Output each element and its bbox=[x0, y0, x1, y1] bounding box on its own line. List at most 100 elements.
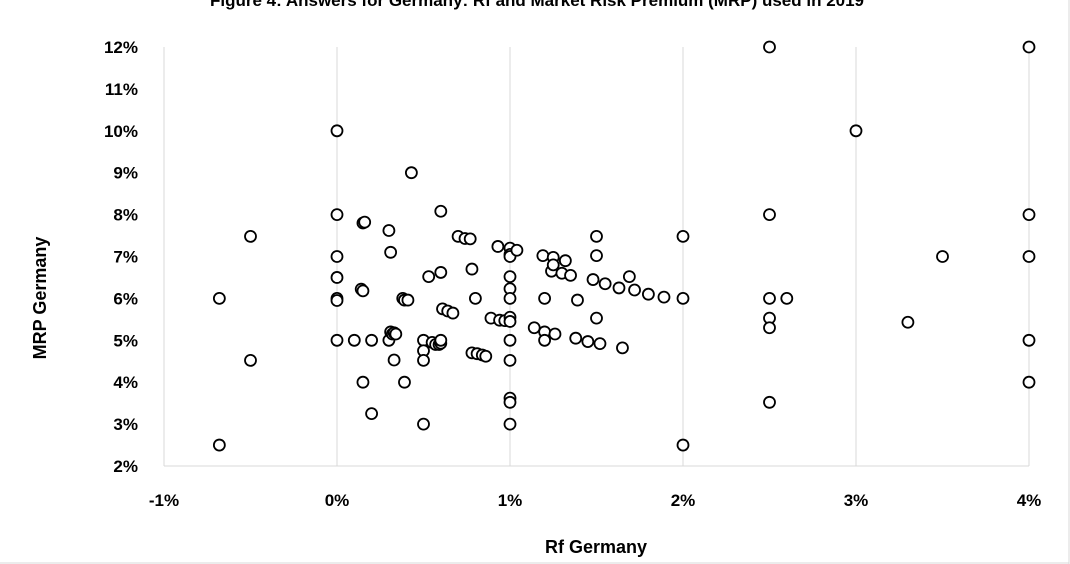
data-point bbox=[536, 249, 550, 263]
data-point bbox=[503, 354, 517, 367]
data-point bbox=[590, 311, 603, 325]
data-point bbox=[417, 417, 430, 431]
data-point bbox=[1022, 375, 1036, 389]
data-point bbox=[330, 294, 344, 307]
data-point bbox=[616, 341, 629, 355]
data-point bbox=[422, 270, 436, 284]
data-point bbox=[849, 124, 863, 138]
data-point bbox=[564, 268, 577, 282]
data-point bbox=[417, 354, 430, 367]
data-point bbox=[503, 291, 517, 305]
data-point bbox=[548, 327, 562, 341]
data-point bbox=[763, 321, 776, 335]
data-point bbox=[330, 271, 344, 284]
data-point bbox=[763, 291, 776, 305]
data-point bbox=[503, 315, 517, 328]
data-point bbox=[356, 284, 370, 298]
data-point bbox=[581, 335, 595, 348]
data-point bbox=[546, 258, 560, 272]
data-point bbox=[590, 229, 603, 243]
y-tick-label: 5% bbox=[113, 331, 138, 350]
x-tick-label: 1% bbox=[498, 491, 523, 510]
data-point bbox=[1022, 40, 1036, 54]
data-point bbox=[676, 291, 690, 305]
y-tick-label: 8% bbox=[113, 206, 138, 225]
data-point bbox=[212, 438, 226, 452]
data-point bbox=[244, 229, 257, 243]
data-point bbox=[510, 243, 524, 257]
data-point bbox=[780, 291, 794, 305]
y-tick-label: 12% bbox=[104, 38, 138, 57]
data-point bbox=[244, 354, 257, 367]
x-tick-label: -1% bbox=[149, 491, 179, 510]
data-point bbox=[434, 204, 448, 218]
data-point bbox=[612, 281, 626, 295]
data-point bbox=[479, 349, 493, 363]
x-tick-label: 0% bbox=[325, 491, 350, 510]
data-point bbox=[468, 291, 482, 305]
data-point bbox=[384, 245, 398, 259]
data-point bbox=[642, 287, 655, 301]
data-point bbox=[503, 395, 517, 409]
data-point bbox=[330, 208, 344, 222]
data-point bbox=[569, 331, 583, 345]
data-point bbox=[434, 266, 448, 279]
data-point bbox=[446, 306, 460, 320]
data-point bbox=[212, 291, 226, 305]
data-point bbox=[365, 333, 379, 347]
data-point bbox=[330, 124, 344, 138]
data-point bbox=[763, 40, 776, 54]
data-point bbox=[401, 293, 415, 307]
data-point bbox=[389, 327, 403, 341]
data-point bbox=[356, 375, 370, 389]
data-point bbox=[901, 315, 915, 329]
data-points bbox=[212, 40, 1036, 452]
data-point bbox=[538, 333, 551, 347]
data-point bbox=[503, 417, 517, 431]
data-point bbox=[330, 250, 344, 263]
data-point bbox=[434, 333, 448, 347]
y-tick-label: 3% bbox=[113, 415, 138, 434]
data-point bbox=[657, 290, 671, 304]
data-point bbox=[404, 166, 418, 180]
y-tick-labels: 2% 3% 4% 5% 6% 7% 8% 9% 10% 11% 12% bbox=[104, 38, 138, 476]
x-tick-label: 3% bbox=[844, 491, 869, 510]
data-point bbox=[503, 270, 517, 284]
data-point bbox=[676, 229, 690, 243]
y-tick-label: 2% bbox=[113, 457, 138, 476]
data-point bbox=[622, 270, 636, 284]
data-point bbox=[1022, 250, 1036, 263]
data-point bbox=[503, 333, 517, 347]
data-point bbox=[398, 375, 411, 389]
data-point bbox=[571, 293, 584, 307]
data-point bbox=[628, 283, 641, 297]
data-point bbox=[387, 353, 401, 367]
data-point bbox=[527, 321, 541, 335]
x-tick-labels: -1% 0% 1% 2% 3% 4% bbox=[149, 491, 1041, 510]
data-point bbox=[465, 262, 479, 276]
y-tick-label: 9% bbox=[113, 164, 138, 183]
data-point bbox=[358, 215, 372, 229]
data-point bbox=[491, 240, 505, 253]
data-point bbox=[593, 337, 607, 351]
data-point bbox=[763, 395, 776, 409]
x-axis-label: Rf Germany bbox=[545, 537, 647, 557]
data-point bbox=[1022, 333, 1036, 347]
data-point bbox=[382, 224, 396, 237]
data-point bbox=[936, 250, 949, 263]
data-point bbox=[586, 273, 600, 286]
y-tick-label: 10% bbox=[104, 122, 138, 141]
data-point bbox=[365, 407, 379, 421]
data-point bbox=[763, 208, 776, 222]
data-point bbox=[558, 254, 572, 268]
data-point bbox=[463, 232, 477, 246]
data-point bbox=[598, 277, 612, 291]
x-tick-label: 4% bbox=[1017, 491, 1042, 510]
y-tick-label: 7% bbox=[113, 248, 138, 267]
chart-title: Figure 4: Answers for Germany: Rf and Ma… bbox=[210, 0, 864, 10]
y-tick-label: 4% bbox=[113, 373, 138, 392]
data-point bbox=[590, 249, 603, 263]
data-point bbox=[676, 438, 690, 452]
y-tick-label: 6% bbox=[113, 289, 138, 308]
